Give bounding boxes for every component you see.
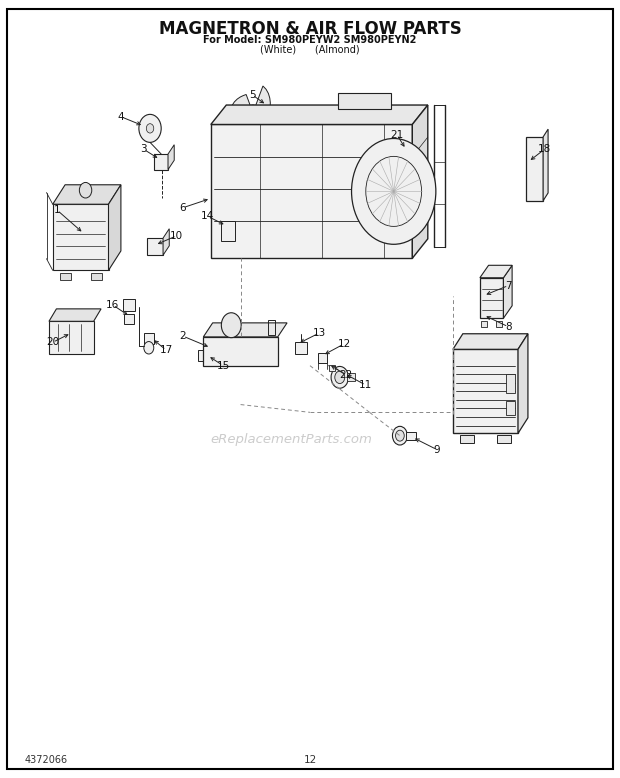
- Circle shape: [247, 105, 259, 121]
- Bar: [53, 205, 108, 271]
- Bar: [480, 278, 503, 318]
- Polygon shape: [543, 129, 548, 201]
- Text: 10: 10: [170, 231, 184, 240]
- Text: 13: 13: [312, 328, 326, 338]
- Text: 2: 2: [180, 331, 186, 341]
- Bar: [198, 350, 208, 361]
- Text: 5: 5: [249, 90, 255, 100]
- Bar: [123, 299, 135, 311]
- Bar: [318, 353, 327, 363]
- Circle shape: [396, 430, 404, 441]
- Polygon shape: [163, 229, 169, 255]
- Polygon shape: [229, 94, 253, 115]
- Bar: [294, 342, 307, 353]
- Bar: [497, 435, 511, 443]
- Polygon shape: [503, 265, 512, 318]
- Text: (White)      (Almond): (White) (Almond): [260, 45, 360, 54]
- Bar: [506, 374, 515, 394]
- Polygon shape: [49, 309, 101, 321]
- Polygon shape: [453, 334, 528, 349]
- Bar: [481, 321, 487, 327]
- Text: 4: 4: [118, 112, 124, 121]
- Text: 16: 16: [106, 300, 120, 310]
- Text: 8: 8: [505, 322, 511, 331]
- Text: 17: 17: [159, 345, 173, 355]
- Text: 4372066: 4372066: [25, 755, 68, 765]
- Circle shape: [146, 124, 154, 133]
- Bar: [329, 365, 335, 371]
- Text: 7: 7: [505, 281, 511, 290]
- Bar: [496, 321, 502, 327]
- Bar: [406, 432, 416, 440]
- Circle shape: [335, 371, 345, 384]
- Polygon shape: [108, 185, 121, 271]
- Circle shape: [250, 109, 256, 117]
- Bar: [506, 401, 515, 415]
- Polygon shape: [253, 86, 270, 114]
- Text: 11: 11: [359, 380, 373, 390]
- Bar: [60, 273, 71, 281]
- Bar: [91, 273, 102, 281]
- Text: 15: 15: [216, 361, 230, 370]
- Bar: [460, 435, 474, 443]
- Text: 18: 18: [538, 145, 551, 154]
- Polygon shape: [168, 145, 174, 170]
- Text: 12: 12: [337, 339, 351, 349]
- Polygon shape: [53, 185, 121, 205]
- Polygon shape: [203, 323, 287, 337]
- Text: eReplacementParts.com: eReplacementParts.com: [210, 433, 373, 446]
- Bar: [147, 238, 163, 255]
- Text: 1: 1: [54, 205, 60, 215]
- Polygon shape: [412, 105, 428, 258]
- Circle shape: [144, 342, 154, 354]
- Circle shape: [392, 426, 407, 445]
- Bar: [124, 314, 134, 324]
- Text: 6: 6: [180, 203, 186, 212]
- Polygon shape: [480, 265, 512, 278]
- Bar: [347, 373, 355, 381]
- Text: 21: 21: [390, 130, 404, 139]
- Circle shape: [331, 366, 348, 388]
- Polygon shape: [338, 93, 391, 109]
- Text: 9: 9: [434, 445, 440, 454]
- Text: 12: 12: [303, 755, 317, 765]
- Text: 20: 20: [46, 338, 60, 347]
- Text: MAGNETRON & AIR FLOW PARTS: MAGNETRON & AIR FLOW PARTS: [159, 19, 461, 38]
- Circle shape: [221, 313, 241, 338]
- Circle shape: [139, 114, 161, 142]
- Circle shape: [352, 138, 436, 244]
- Bar: [453, 349, 518, 433]
- Bar: [49, 321, 94, 354]
- Text: 22: 22: [339, 370, 353, 380]
- Bar: [154, 154, 168, 170]
- Circle shape: [79, 183, 92, 198]
- Polygon shape: [211, 124, 412, 258]
- Polygon shape: [211, 105, 428, 124]
- Bar: [203, 337, 278, 366]
- Polygon shape: [244, 113, 267, 139]
- Polygon shape: [518, 334, 528, 433]
- Text: For Model: SM980PEYW2 SM980PEYN2: For Model: SM980PEYW2 SM980PEYN2: [203, 36, 417, 45]
- Bar: [221, 222, 235, 241]
- Text: 3: 3: [141, 145, 147, 154]
- Bar: [268, 320, 275, 335]
- Bar: [526, 137, 543, 201]
- Bar: [144, 333, 154, 344]
- Text: 14: 14: [201, 212, 215, 221]
